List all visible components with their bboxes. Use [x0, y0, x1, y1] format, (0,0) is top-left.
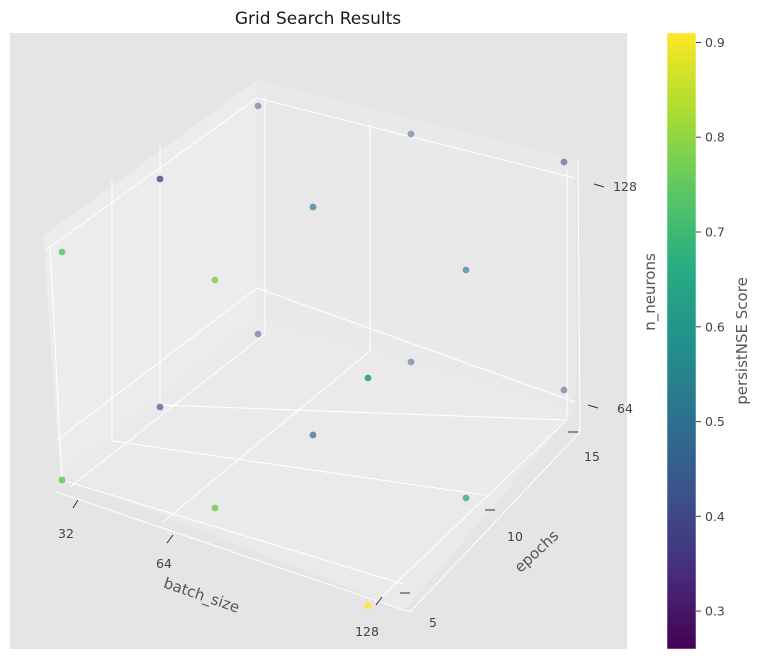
axis-lines: [55, 159, 605, 613]
scatter-point: [58, 248, 66, 256]
scatter-point: [364, 374, 372, 382]
scatter-point: [560, 386, 568, 394]
z-axis-label: n_neurons: [641, 253, 660, 331]
floor-pane: [60, 320, 575, 610]
scatter-point: [156, 175, 164, 183]
chart-title: Grid Search Results: [235, 9, 401, 29]
scatter-point: [309, 203, 317, 211]
scatter-point: [407, 358, 415, 366]
scatter-points: [58, 102, 568, 610]
colorbar-ticks: 0.3 0.4 0.5 0.6 0.7 0.8 0.9: [696, 35, 725, 619]
left-pane: [43, 80, 257, 475]
scatter-point: [364, 602, 372, 610]
colorbar-tick-label: 0.4: [705, 509, 725, 524]
colorbar-tick-label: 0.7: [705, 225, 725, 240]
colorbar-gradient: [666, 32, 697, 650]
scatter-point: [462, 494, 470, 502]
x-tick-label: 64: [156, 556, 172, 571]
scatter-point: [309, 431, 317, 439]
scatter-point: [211, 504, 219, 512]
colorbar-tick-label: 0.5: [705, 414, 725, 429]
scatter-point: [462, 266, 470, 274]
scatter-point: [58, 476, 66, 484]
scatter-point: [254, 102, 262, 110]
x-tick-label: 32: [58, 526, 74, 541]
y-tick-label: 15: [584, 449, 600, 464]
colorbar-tick-label: 0.9: [705, 35, 725, 50]
grid-lines: [45, 95, 576, 604]
scatter-point: [407, 130, 415, 138]
colorbar: 0.3 0.4 0.5 0.6 0.7 0.8 0.9 persistNSE Score: [666, 32, 751, 650]
y-tick-label: 10: [507, 529, 523, 544]
scatter-point: [560, 158, 568, 166]
colorbar-tick-label: 0.8: [705, 130, 725, 145]
scatter-point: [211, 276, 219, 284]
colorbar-label: persistNSE Score: [733, 277, 751, 405]
z-tick-label: 64: [617, 401, 633, 416]
back-pane: [257, 80, 575, 410]
pane-faces: [43, 80, 575, 610]
scatter-point: [156, 403, 164, 411]
z-tick-label: 128: [613, 179, 637, 194]
scatter-point: [254, 330, 262, 338]
x-tick-label: 128: [355, 624, 379, 639]
y-tick-label: 5: [429, 615, 437, 630]
colorbar-tick-label: 0.3: [705, 604, 725, 619]
colorbar-tick-label: 0.6: [705, 319, 725, 334]
